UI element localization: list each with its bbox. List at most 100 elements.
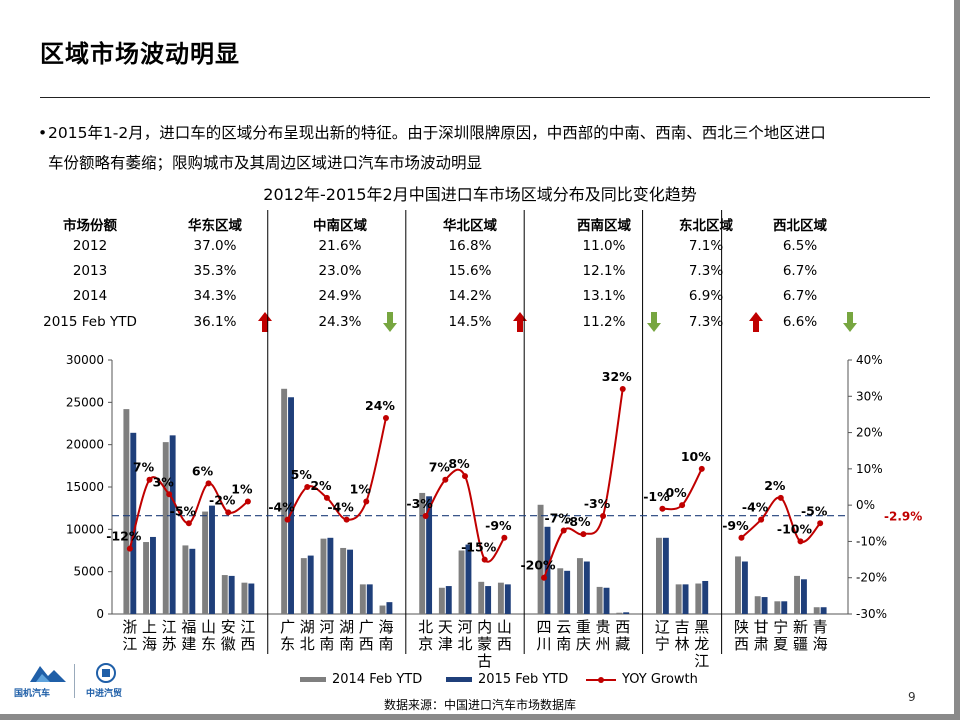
yoy-data-label: 3% — [153, 474, 175, 489]
bar-2014 — [281, 388, 288, 614]
bar-2015 — [189, 548, 196, 614]
cnaic-logo-icon — [96, 663, 116, 683]
trend-up-arrow-icon — [749, 312, 763, 332]
x-category-label: 广 — [359, 618, 374, 636]
bar-2014 — [695, 583, 702, 614]
trend-up-arrow-icon — [258, 312, 272, 332]
table-row-label: 2012 — [72, 238, 108, 254]
bar-2015 — [465, 544, 472, 614]
table-region-header: 东北区域 — [679, 218, 733, 234]
x-category-label: 京 — [418, 635, 433, 653]
yoy-data-label: 5% — [291, 467, 313, 482]
bar-2015 — [248, 583, 255, 614]
x-category-label: 州 — [596, 635, 611, 653]
bullet-text: • 2015年1-2月，进口车的区域分布呈现出新的特征。由于深圳限牌原因，中西部… — [38, 118, 928, 178]
bar-2014 — [557, 568, 564, 614]
x-category-label: 海 — [378, 618, 393, 636]
yoy-data-label: 10% — [681, 449, 711, 464]
table-region-header: 中南区域 — [313, 218, 367, 234]
yoy-point — [758, 516, 765, 523]
yoy-data-label: -4% — [268, 500, 295, 515]
bar-2014 — [458, 550, 465, 614]
bar-2015 — [761, 597, 768, 614]
bar-2015 — [702, 580, 709, 614]
bar-2014 — [774, 601, 781, 614]
x-category-label: 云 — [556, 618, 571, 636]
yoy-point — [422, 513, 429, 520]
bar-2015 — [662, 537, 669, 614]
yoy-point — [501, 534, 508, 541]
table-share-value: 6.7% — [782, 263, 818, 279]
yoy-data-label: -8% — [564, 514, 591, 529]
yoy-data-label: -4% — [742, 500, 769, 515]
yoy-point — [817, 520, 824, 527]
bar-2015 — [288, 397, 294, 614]
yoy-point — [244, 498, 251, 505]
right-tick-label: 10% — [856, 462, 883, 476]
table-row-label: 2013 — [72, 263, 108, 279]
x-category-label: 林 — [675, 635, 690, 653]
bar-2014 — [419, 492, 426, 614]
trend-down-arrow-icon — [843, 312, 857, 332]
legend-swatch-2014 — [300, 677, 326, 682]
yoy-point — [323, 494, 330, 501]
x-category-label: 北 — [300, 635, 315, 653]
title-divider — [40, 97, 930, 98]
left-tick-label: 25000 — [66, 395, 104, 409]
x-category-label: 湖 — [300, 618, 315, 636]
yoy-data-label: -9% — [485, 518, 512, 533]
right-tick-label: 20% — [856, 426, 883, 440]
table-share-value: 6.6% — [782, 314, 818, 330]
left-tick-label: 5000 — [73, 565, 104, 579]
x-category-label: 辽 — [655, 618, 670, 636]
yoy-point — [600, 513, 607, 520]
bar-2015 — [564, 570, 571, 614]
table-share-value: 6.5% — [782, 238, 818, 254]
yoy-data-label: 32% — [602, 369, 632, 384]
bar-2014 — [675, 584, 682, 614]
yoy-data-label: -9% — [722, 518, 749, 533]
bar-2014 — [241, 582, 248, 614]
company-logos: 国机汽车 中进汽贸 — [14, 662, 144, 706]
bar-2015 — [327, 537, 334, 614]
x-category-label: 龙 — [694, 635, 709, 653]
x-category-label: 重 — [576, 618, 591, 636]
x-category-label: 北 — [457, 635, 472, 653]
bar-2014 — [478, 581, 485, 614]
bar-2014 — [123, 409, 130, 614]
x-category-label: 南 — [556, 635, 571, 653]
yoy-data-label: -1% — [643, 489, 670, 504]
yoy-point — [343, 516, 350, 523]
yoy-data-label: -3% — [406, 496, 433, 511]
yoy-data-label: -5% — [801, 503, 828, 518]
x-category-label: 安 — [221, 618, 236, 636]
x-category-label: 南 — [319, 635, 334, 653]
bar-2014 — [143, 542, 150, 614]
yoy-data-label: 7% — [133, 460, 155, 475]
x-category-label: 津 — [438, 635, 453, 653]
bar-2014 — [596, 586, 603, 614]
x-category-label: 西 — [240, 635, 255, 653]
x-category-label: 西 — [497, 635, 512, 653]
page-number: 9 — [908, 690, 916, 704]
sinomach-logo-icon — [30, 666, 66, 682]
left-tick-label: 20000 — [66, 438, 104, 452]
right-tick-label: 0% — [856, 498, 875, 512]
bar-2014 — [656, 537, 662, 614]
legend-label-yoy: YOY Growth — [622, 672, 698, 687]
bar-2015 — [130, 432, 137, 614]
left-tick-label: 15000 — [66, 480, 104, 494]
yoy-point — [619, 386, 626, 393]
x-category-label: 南 — [378, 635, 393, 653]
trend-down-arrow-icon — [383, 312, 397, 332]
table-share-value: 11.0% — [582, 238, 626, 254]
bar-2015 — [504, 584, 511, 614]
x-category-label: 苏 — [162, 635, 177, 653]
table-share-value: 14.2% — [448, 288, 492, 304]
bar-2014 — [576, 558, 583, 614]
yoy-growth-line — [543, 388, 624, 579]
x-category-label: 海 — [142, 635, 157, 653]
bar-2014 — [202, 511, 209, 614]
bar-2015 — [781, 601, 788, 614]
